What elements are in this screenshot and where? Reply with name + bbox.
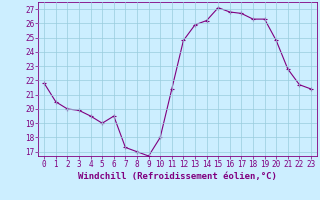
X-axis label: Windchill (Refroidissement éolien,°C): Windchill (Refroidissement éolien,°C) <box>78 172 277 181</box>
